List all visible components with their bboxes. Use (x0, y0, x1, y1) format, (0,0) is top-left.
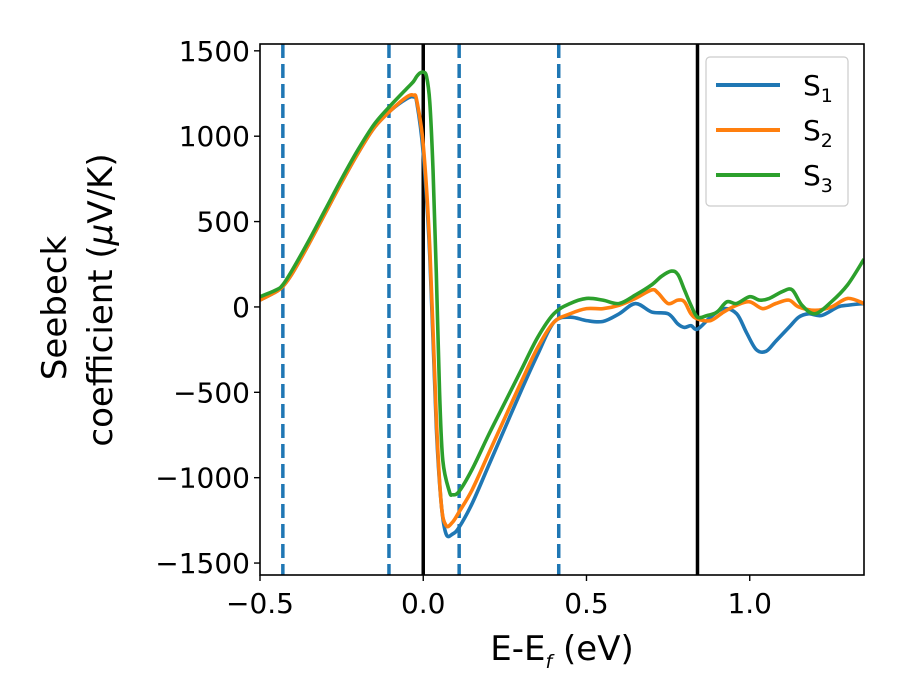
plot-area-frame (259, 43, 865, 576)
x-axis-label-main: E-E (490, 629, 545, 669)
x-axis-label: E-Ef (eV) (490, 629, 633, 673)
x-tick-label-0: −0.5 (226, 587, 294, 620)
vertical-lines-layer (281, 44, 700, 575)
x-axis-label-unit: (eV) (552, 629, 634, 669)
ticks-layer: −0.5 0.0 0.5 1.0 1500 1000 500 0 −500 −1000 −1500 (155, 35, 772, 620)
x-tick-label-3: 1.0 (727, 587, 772, 620)
y-axis-label-line1: Seebeck (35, 236, 75, 381)
x-tick-label-2: 0.5 (564, 587, 609, 620)
y-tick-label-1: 1000 (179, 120, 250, 153)
series-line-s3 (260, 70, 864, 497)
y-tick-label-0: 1500 (179, 35, 250, 68)
legend-label-s1: S1 (803, 69, 833, 107)
y-tick-label-6: −1500 (155, 547, 250, 580)
series-line-s2 (260, 93, 864, 529)
y-tick-label-5: −1000 (155, 462, 250, 495)
y-tick-label-2: 500 (197, 206, 250, 239)
y-axis-label-line2: coefficient (μV/K) (81, 153, 121, 446)
y-axis-label-unit: V/K) (81, 153, 121, 223)
x-axis-label-subscript: f (546, 651, 556, 673)
y-tick-label-3: 0 (232, 291, 250, 324)
legend-label-s3: S3 (803, 159, 833, 197)
legend: S1 S2 S3 (705, 56, 849, 207)
y-tick-label-4: −500 (173, 376, 250, 409)
legend-label-s2: S2 (803, 114, 833, 152)
series-layer (260, 70, 864, 539)
y-axis-label-mu: μ (81, 224, 121, 247)
y-axis-label-coefficient: coefficient ( (81, 245, 121, 446)
x-tick-label-1: 0.0 (401, 587, 446, 620)
